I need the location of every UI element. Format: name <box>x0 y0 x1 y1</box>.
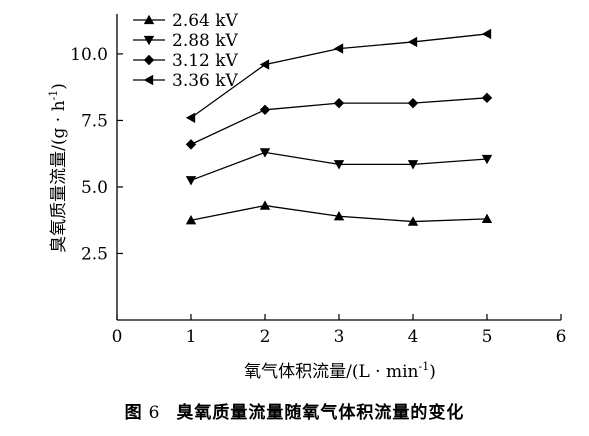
series-2 <box>185 92 493 150</box>
data-point <box>407 160 419 170</box>
legend-item: 3.12 kV <box>133 51 239 71</box>
data-point <box>481 28 492 40</box>
data-point <box>259 200 271 210</box>
x-tick-label: 4 <box>408 327 419 347</box>
legend-marker <box>143 35 155 46</box>
x-tick-label: 1 <box>186 327 197 347</box>
data-point <box>185 112 196 123</box>
y-tick-label: 10.0 <box>70 45 108 65</box>
series-0 <box>185 200 493 226</box>
series-layer <box>185 28 493 226</box>
y-axis-label: 臭氧质量流量/(g · h-1) <box>47 83 69 253</box>
data-point <box>333 211 345 221</box>
legend-item: 2.64 kV <box>133 11 239 31</box>
legend-marker <box>143 54 155 66</box>
legend-label: 3.12 kV <box>172 51 239 71</box>
legend: 2.64 kV2.88 kV3.12 kV3.36 kV <box>133 11 239 91</box>
data-point <box>185 139 197 150</box>
x-tick-label: 5 <box>482 327 493 347</box>
data-point <box>333 43 344 54</box>
legend-label: 2.64 kV <box>172 11 239 31</box>
legend-item: 3.36 kV <box>133 71 239 91</box>
chart: 0 1 2 3 4 5 6 2.5 5.0 7.5 10.0 2.64 kV2.88 kV3.12 … <box>47 11 566 382</box>
data-point <box>333 160 345 170</box>
data-point <box>407 36 418 48</box>
legend-label: 3.36 kV <box>172 71 239 91</box>
x-axis-label: 氧气体积流量/(L · min-1) <box>244 360 436 382</box>
figure-label: 图 <box>124 403 143 423</box>
data-point <box>259 148 271 158</box>
data-point <box>259 104 271 115</box>
data-point <box>481 92 493 104</box>
data-point <box>333 97 345 109</box>
x-tick-label: 6 <box>556 327 567 347</box>
x-tick-label: 2 <box>260 327 271 347</box>
figure-number: 6 <box>148 403 161 423</box>
data-point <box>185 176 197 186</box>
data-point <box>481 154 493 165</box>
legend-label: 2.88 kV <box>172 31 239 51</box>
data-point <box>407 216 419 226</box>
legend-marker <box>143 14 155 25</box>
y-tick-label: 7.5 <box>81 111 108 131</box>
series-3 <box>185 28 492 123</box>
data-point <box>407 97 419 109</box>
series-1 <box>185 148 493 186</box>
legend-item: 2.88 kV <box>133 31 239 51</box>
caption-text: 臭氧质量流量随氧气体积流量的变化 <box>176 403 465 423</box>
data-point <box>481 213 493 224</box>
x-tick-label: 0 <box>112 327 123 347</box>
data-point <box>185 215 197 225</box>
y-tick-label: 2.5 <box>81 244 108 264</box>
legend-marker <box>143 74 154 86</box>
data-point <box>259 59 270 70</box>
figure-caption: 图 6 臭氧质量流量随氧气体积流量的变化 <box>0 398 589 423</box>
y-tick-label: 5.0 <box>81 178 108 198</box>
axes: 0 1 2 3 4 5 6 2.5 5.0 7.5 10.0 <box>70 14 566 347</box>
x-tick-label: 3 <box>334 327 345 347</box>
